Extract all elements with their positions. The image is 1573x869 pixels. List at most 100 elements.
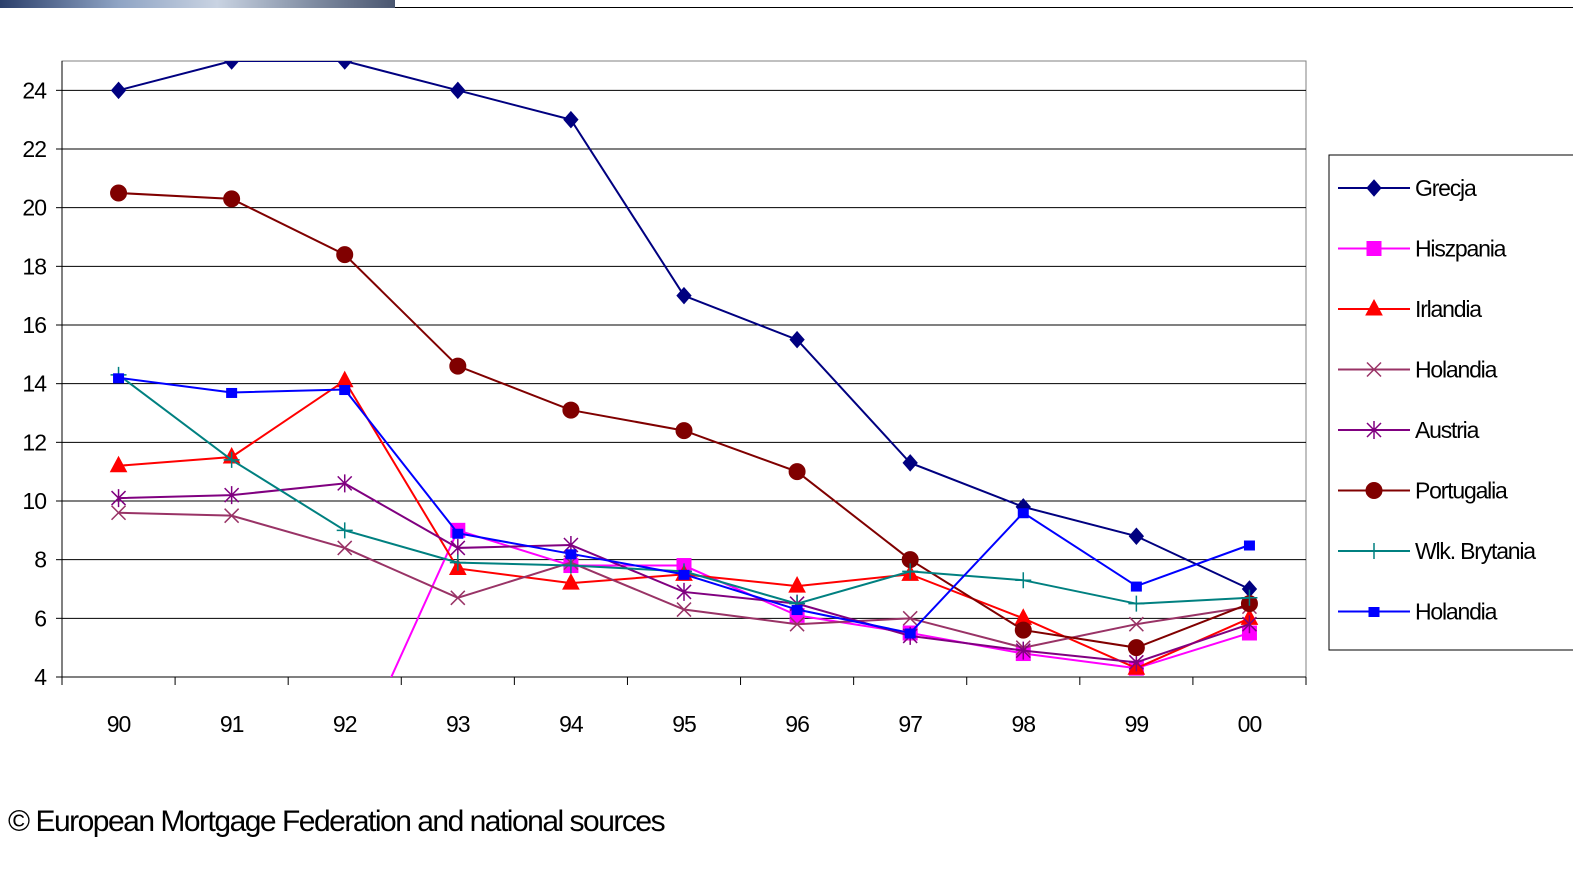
data-point [449, 554, 466, 571]
line-chart: 4 6 8 10 12 14 16 18 20 22 24 90 91 92 93 94 95 96 97 98 99 0… [22, 60, 1573, 737]
y-tick-label: 24 [22, 77, 47, 103]
y-tick-label: 6 [34, 605, 46, 631]
x-tick-label: 00 [1238, 711, 1262, 737]
data-point [113, 373, 125, 384]
data-point [111, 505, 127, 521]
y-tick-label: 16 [22, 312, 46, 338]
gridlines [61, 60, 1307, 678]
data-point [452, 528, 464, 539]
data-point [788, 463, 806, 481]
data-point [224, 486, 240, 505]
legend-marker [1366, 179, 1382, 197]
y-tick-label: 10 [22, 488, 46, 514]
data-point [904, 628, 916, 639]
x-tick-label: 94 [559, 711, 584, 737]
y-tick-label: 12 [22, 429, 46, 455]
data-point [678, 569, 690, 580]
data-point [111, 489, 127, 508]
legend-item: Holandia [1338, 599, 1499, 625]
legend: Grecja Hiszpania Irlandia Holandia Austria Po… [1328, 154, 1573, 651]
data-point [223, 190, 241, 208]
data-point [226, 387, 238, 398]
data-point [449, 357, 467, 375]
data-point [1127, 639, 1145, 657]
legend-marker [1365, 482, 1383, 499]
data-point [789, 616, 805, 632]
data-point [110, 81, 127, 100]
legend-item: Austria [1338, 417, 1481, 443]
data-point [675, 422, 693, 440]
data-point [562, 573, 580, 590]
legend-item: Holandia [1338, 357, 1499, 383]
data-point [1241, 589, 1258, 606]
data-point [335, 370, 354, 388]
data-point [336, 522, 353, 539]
data-point [110, 184, 128, 202]
data-point [1015, 572, 1032, 589]
data-point [224, 508, 240, 524]
x-tick-label: 90 [107, 711, 131, 737]
source-note: © European Mortgage Federation and natio… [8, 805, 666, 838]
header-divider [395, 7, 1573, 8]
data-point [1243, 540, 1255, 551]
legend-label: Irlandia [1415, 296, 1482, 322]
data-point [109, 455, 128, 473]
legend-marker [1366, 241, 1382, 256]
data-point [676, 602, 692, 618]
data-point [562, 401, 580, 419]
data-point [789, 330, 805, 349]
y-tick-label: 22 [22, 136, 46, 162]
x-tick-label: 96 [785, 711, 809, 737]
legend-label: Holandia [1415, 599, 1498, 625]
legend-item: Grecja [1338, 175, 1478, 201]
legend-box [1328, 154, 1573, 651]
x-tick-label: 91 [220, 711, 244, 737]
y-tick-label: 20 [22, 195, 46, 221]
legend-item: Irlandia [1338, 296, 1483, 322]
series-1 [110, 61, 1258, 598]
data-point [1128, 653, 1144, 672]
data-point [902, 563, 919, 580]
data-point [788, 576, 806, 593]
data-point [791, 605, 803, 616]
data-point [565, 549, 577, 560]
data-point [1014, 621, 1032, 639]
legend-item: Hiszpania [1338, 236, 1508, 262]
legend-label: Portugalia [1415, 478, 1508, 504]
data-point [1128, 527, 1145, 545]
x-tick-label: 92 [333, 711, 357, 737]
data-point [902, 610, 918, 626]
x-tick-label: 93 [446, 711, 470, 737]
data-point [902, 454, 918, 472]
data-point [1128, 616, 1144, 632]
legend-marker [1366, 543, 1382, 559]
data-point [337, 540, 353, 556]
data-point [337, 474, 353, 493]
legend-label: Grecja [1415, 175, 1477, 201]
data-point [676, 286, 692, 305]
data-point [1128, 595, 1145, 612]
series-line [390, 529, 1250, 677]
data-point [1130, 581, 1142, 592]
data-point [337, 61, 353, 70]
data-series [109, 61, 1259, 677]
legend-label: Hiszpania [1415, 236, 1507, 262]
data-point [223, 61, 240, 70]
y-tick-label: 18 [22, 253, 46, 279]
data-point [562, 557, 579, 574]
legend-label: Austria [1415, 417, 1480, 443]
legend-item: Wlk. Brytania [1338, 538, 1537, 564]
legend-label: Wlk. Brytania [1415, 538, 1536, 564]
axes: 4 6 8 10 12 14 16 18 20 22 24 90 91 92 93 94 95 96 97 98 99 0… [22, 61, 1307, 737]
header-image-strip [0, 0, 395, 8]
x-tick-label: 98 [1011, 711, 1035, 737]
data-point [450, 81, 466, 100]
data-point [1241, 615, 1257, 634]
y-tick-label: 8 [34, 547, 46, 573]
series-2 [390, 522, 1257, 677]
data-point [450, 538, 466, 557]
legend-label: Holandia [1415, 357, 1498, 383]
x-tick-label: 95 [672, 711, 696, 737]
series-8 [113, 373, 1255, 639]
data-point [339, 385, 351, 396]
